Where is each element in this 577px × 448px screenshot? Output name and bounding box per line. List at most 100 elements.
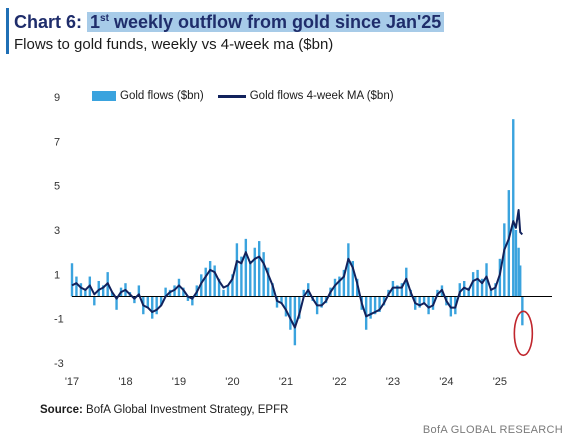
- flow-bar: [93, 296, 96, 306]
- flow-bar: [97, 280, 100, 297]
- flow-bar: [458, 283, 461, 297]
- flow-bar: [405, 267, 408, 297]
- flow-bar: [396, 285, 399, 297]
- flow-bar: [293, 296, 297, 346]
- flow-bar: [275, 296, 279, 308]
- chart-title-text: 1st weekly outflow from gold since Jan'2…: [87, 12, 445, 32]
- source-text: BofA Global Investment Strategy, EPFR: [82, 404, 289, 416]
- flow-bar: [467, 287, 470, 297]
- y-tick-label: -1: [54, 314, 64, 326]
- legend-line-label: Gold flows 4-week MA ($bn): [249, 90, 394, 102]
- flow-bar: [133, 296, 136, 304]
- flow-bar: [244, 238, 248, 297]
- chart-svg: 9 7 5 3 1 -1 -3'17 '18 '19 '20 '21 '22 '23 '24 '25: [54, 92, 552, 388]
- flow-bar: [503, 223, 506, 297]
- flow-bar: [213, 265, 216, 297]
- flow-bar: [182, 287, 185, 297]
- flow-bar: [266, 267, 270, 297]
- x-tick-label: '24: [439, 376, 453, 388]
- flow-bar: [240, 256, 243, 297]
- flow-bar: [373, 296, 377, 315]
- flow-bar: [369, 296, 372, 319]
- source-note: Source: BofA Global Investment Strategy,…: [40, 404, 288, 416]
- flow-bar: [480, 278, 484, 297]
- flow-bar: [485, 263, 488, 297]
- flow-bar: [155, 296, 158, 315]
- flow-bar: [70, 263, 74, 297]
- flow-bar: [249, 261, 252, 297]
- flow-bar: [427, 296, 430, 315]
- flow-bar: [364, 296, 368, 330]
- flow-bar: [222, 289, 225, 297]
- flow-bar: [84, 289, 87, 297]
- flow-bar: [115, 296, 118, 310]
- flow-bar: [489, 289, 493, 297]
- ma-series-line: [71, 209, 524, 329]
- flow-bar: [101, 285, 105, 297]
- flow-bar: [347, 243, 350, 297]
- flow-bar: [289, 296, 292, 330]
- title-lead: 1: [90, 12, 101, 32]
- flow-bar: [191, 296, 194, 306]
- flow-bar: [235, 243, 239, 297]
- y-tick-label: -3: [54, 358, 64, 370]
- highlight-circle: [513, 310, 534, 357]
- flow-bar: [280, 296, 283, 304]
- flow-bar: [494, 283, 497, 297]
- x-tick-label: '22: [332, 376, 346, 388]
- flow-bar: [164, 287, 167, 297]
- flow-bar: [146, 296, 149, 308]
- flow-bar: [351, 261, 354, 297]
- x-tick-label: '19: [172, 376, 186, 388]
- flow-bar: [476, 269, 479, 297]
- flow-bar: [422, 296, 426, 304]
- x-tick-label: '17: [65, 376, 79, 388]
- flow-bar: [253, 247, 256, 297]
- flow-bar: [378, 296, 381, 313]
- flow-bar: [177, 278, 181, 297]
- flow-bar: [217, 278, 221, 297]
- flow-bar: [498, 258, 502, 297]
- title-accent-bar: [6, 8, 9, 54]
- title-superscript: st: [100, 13, 109, 24]
- flow-bar: [208, 261, 212, 297]
- chart-number: Chart 6:: [14, 12, 83, 32]
- flow-bar: [262, 252, 265, 297]
- flow-bar: [110, 292, 114, 297]
- chart-legend: Gold flows ($bn) Gold flows 4-week MA ($…: [92, 88, 394, 104]
- flow-bar: [333, 278, 337, 297]
- flow-bar: [204, 267, 207, 297]
- x-tick-label: '20: [225, 376, 239, 388]
- flow-bar: [517, 247, 520, 297]
- x-tick-label: '25: [493, 376, 507, 388]
- flow-bar: [507, 190, 511, 297]
- flow-bar: [418, 296, 421, 308]
- flow-bar: [79, 283, 83, 297]
- brand-label: BofA GLOBAL RESEARCH: [422, 424, 563, 436]
- flow-bar: [514, 230, 518, 297]
- x-tick-label: '21: [279, 376, 293, 388]
- y-tick-label: 5: [54, 181, 60, 193]
- flow-bar: [302, 289, 305, 297]
- x-tick-label: '23: [386, 376, 400, 388]
- x-tick-label: '18: [118, 376, 132, 388]
- flow-bar: [519, 265, 522, 297]
- flow-bar: [338, 276, 341, 297]
- flow-bar: [231, 274, 234, 297]
- flow-bar: [320, 296, 323, 308]
- y-tick-label: 3: [54, 225, 60, 237]
- y-tick-label: 1: [54, 269, 60, 281]
- flow-bar: [271, 283, 274, 297]
- y-tick-label: 7: [54, 136, 60, 148]
- flow-bar: [258, 241, 261, 297]
- title-rest: weekly outflow from gold since Jan'25: [108, 12, 442, 32]
- flow-bar: [382, 296, 386, 306]
- flow-bar: [512, 119, 515, 297]
- chart-subtitle: Flows to gold funds, weekly vs 4-week ma…: [14, 36, 334, 53]
- legend-line-swatch: [217, 94, 246, 98]
- flow-bar: [471, 272, 475, 297]
- legend-bar-label: Gold flows ($bn): [120, 90, 204, 102]
- legend-bar-swatch: [92, 91, 116, 101]
- flow-bar: [75, 276, 78, 297]
- flow-bar: [298, 296, 301, 319]
